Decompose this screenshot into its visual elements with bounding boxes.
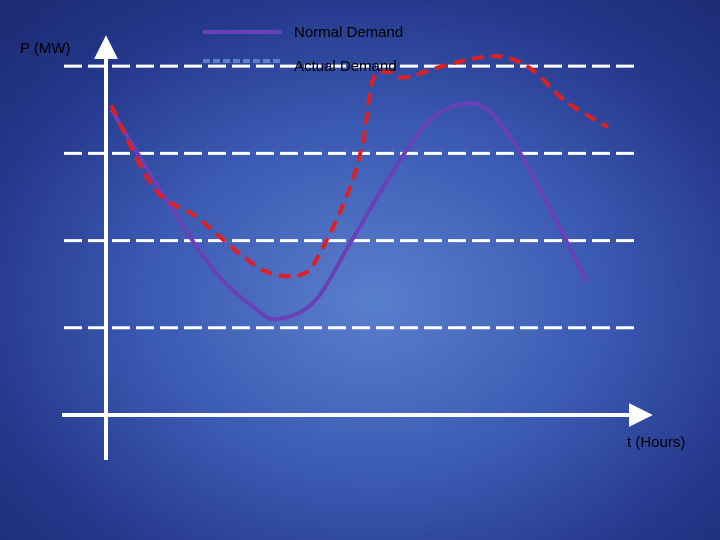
y-axis-label: P (MW) (20, 40, 71, 57)
series-lines (109, 54, 610, 322)
legend-label-normal-demand: Normal Demand (294, 24, 403, 41)
legend: Normal Demand Actual Demand (203, 24, 403, 75)
axes (62, 35, 653, 460)
gridlines (64, 64, 640, 330)
series-line-normal-demand (109, 101, 589, 322)
legend-label-actual-demand: Actual Demand (294, 58, 397, 75)
x-axis-label: t (Hours) (627, 434, 685, 451)
series-line-actual-demand (109, 54, 610, 279)
